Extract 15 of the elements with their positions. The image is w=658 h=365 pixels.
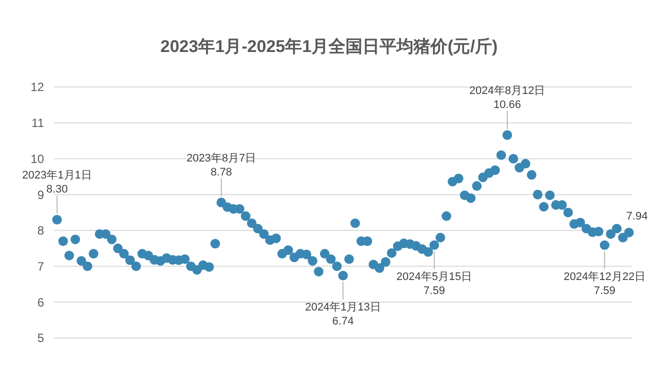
data-label: 2024年5月15日 7.59	[396, 271, 472, 298]
chart-title: 2023年1月-2025年1月全国日平均猪价(元/斤)	[160, 37, 498, 56]
y-tick-label: 11	[32, 116, 44, 130]
y-tick-label: 5	[37, 331, 44, 346]
data-label: 2024年8月12日 10.66	[469, 85, 546, 112]
y-tick-label: 12	[30, 80, 44, 94]
y-tick-label: 9	[37, 188, 44, 202]
y-tick-label: 6	[37, 295, 44, 310]
data-label: 2023年8月7日 8.78	[186, 152, 256, 178]
data-label: 2024年12月22日 7.59	[564, 271, 646, 298]
y-tick-label: 8	[37, 224, 44, 238]
y-tick-label: 7	[37, 259, 44, 274]
data-label: 2024年1月13日 6.74	[305, 302, 381, 328]
y-tick-label: 10	[30, 152, 44, 166]
data-label: 7.94	[626, 210, 648, 223]
